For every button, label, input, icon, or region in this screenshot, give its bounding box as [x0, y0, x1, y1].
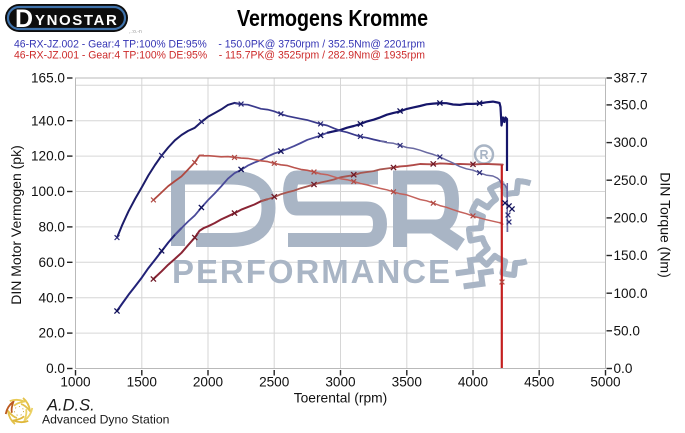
svg-text:120.0: 120.0 [31, 149, 65, 164]
svg-text:150.0: 150.0 [614, 248, 648, 263]
svg-text:46-RX-JZ.001 - Gear:4 TP:100%: 46-RX-JZ.001 - Gear:4 TP:100% DE:95% - 1… [14, 50, 425, 62]
svg-text:2500: 2500 [259, 375, 290, 390]
svg-text:50.0: 50.0 [614, 323, 641, 338]
svg-text:1500: 1500 [127, 375, 158, 390]
svg-text:3500: 3500 [392, 375, 423, 390]
svg-text:100.0: 100.0 [614, 286, 648, 301]
svg-text:Advanced Dyno Station: Advanced Dyno Station [42, 413, 169, 427]
svg-text:80.0: 80.0 [39, 220, 66, 235]
svg-text:1000: 1000 [60, 375, 91, 390]
svg-text:Toerental (rpm): Toerental (rpm) [294, 391, 388, 406]
svg-text:350.0: 350.0 [614, 98, 648, 113]
svg-text:4500: 4500 [524, 375, 555, 390]
svg-text:,.:o.-n: ,.:o.-n [129, 29, 142, 35]
svg-text:DIN Torque (Nm): DIN Torque (Nm) [658, 172, 674, 278]
svg-text:200.0: 200.0 [614, 211, 648, 226]
svg-text:165.0: 165.0 [31, 71, 65, 86]
svg-text:140.0: 140.0 [31, 113, 65, 128]
svg-text:DIN Motor Vermogen (pk): DIN Motor Vermogen (pk) [8, 145, 24, 305]
svg-text:0.0: 0.0 [46, 361, 65, 376]
svg-text:0.0: 0.0 [614, 361, 633, 376]
svg-text:3000: 3000 [325, 375, 356, 390]
svg-text:YNOSTAR: YNOSTAR [35, 12, 118, 29]
svg-text:387.7: 387.7 [614, 71, 648, 86]
svg-text:300.0: 300.0 [614, 135, 648, 150]
svg-text:PERFORMANCE: PERFORMANCE [172, 253, 452, 290]
svg-text:40.0: 40.0 [39, 290, 66, 305]
svg-text:A.D.S.: A.D.S. [46, 397, 95, 415]
svg-text:2000: 2000 [193, 375, 224, 390]
svg-text:60.0: 60.0 [39, 255, 66, 270]
svg-text:Vermogens Kromme: Vermogens Kromme [237, 5, 428, 31]
svg-text:5000: 5000 [590, 375, 621, 390]
svg-text:100.0: 100.0 [31, 184, 65, 199]
svg-text:4000: 4000 [458, 375, 489, 390]
svg-text:D: D [15, 5, 33, 33]
svg-text:20.0: 20.0 [39, 326, 66, 341]
svg-text:250.0: 250.0 [614, 173, 648, 188]
svg-text:R: R [479, 148, 488, 162]
svg-text:46-RX-JZ.002 - Gear:4 TP:100%: 46-RX-JZ.002 - Gear:4 TP:100% DE:95% - 1… [14, 39, 425, 51]
